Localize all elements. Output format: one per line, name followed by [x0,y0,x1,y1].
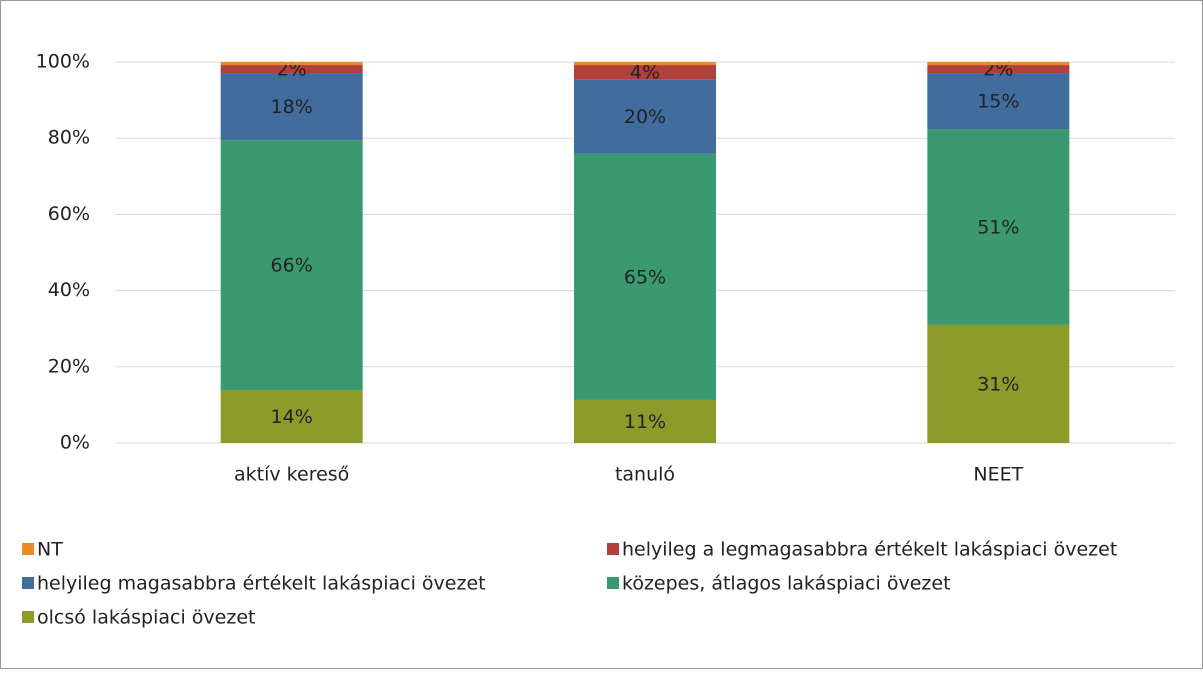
bar-segment [574,399,716,443]
bar-segment [220,140,363,391]
legend-swatch [607,543,619,555]
bar-segment [574,79,716,154]
bar-segment [927,62,1070,66]
bar-segment [927,324,1070,443]
bar-segment [927,65,1070,74]
bar-segment [927,129,1070,325]
legend-label: közepes, átlagos lakáspiaci övezet [622,573,951,595]
legend-swatch [22,543,34,555]
bar-segment [574,65,716,80]
data-label: 14% [271,406,313,428]
y-tick-label: 40% [48,279,90,301]
legend-label: helyileg magasabbra értékelt lakáspiaci … [37,573,486,595]
x-tick-label: NEET [973,464,1023,486]
legend-swatch [607,577,619,589]
x-tick-label: aktív kereső [234,464,349,486]
x-tick-label: tanuló [615,464,675,486]
y-tick-label: 100% [36,51,90,73]
bar-segment [574,62,716,66]
legend-label: olcsó lakáspiaci övezet [37,607,255,629]
data-label: 15% [977,91,1019,113]
y-tick-label: 0% [60,432,90,454]
legend-swatch [22,577,34,589]
data-label: 31% [977,373,1019,395]
legend-swatch [22,611,34,623]
bar-segment [220,65,363,74]
legend-label: helyileg a legmagasabbra értékelt lakásp… [622,539,1117,561]
bar-segment [927,73,1070,130]
data-label: 66% [271,255,313,277]
data-label: 4% [630,62,660,84]
y-tick-label: 20% [48,355,90,377]
y-tick-label: 60% [48,203,90,225]
y-tick-label: 80% [48,127,90,149]
data-label: 20% [624,106,666,128]
bar-segment [220,62,363,66]
bar-segment [220,73,363,141]
data-label: 51% [977,216,1019,238]
data-label: 2% [983,59,1013,81]
legend-label: NT [37,539,63,561]
bar-segment [220,390,363,443]
data-label: 11% [624,411,666,433]
bar-segment [574,153,716,400]
data-label: 2% [277,59,307,81]
data-label: 18% [271,96,313,118]
data-label: 65% [624,266,666,288]
